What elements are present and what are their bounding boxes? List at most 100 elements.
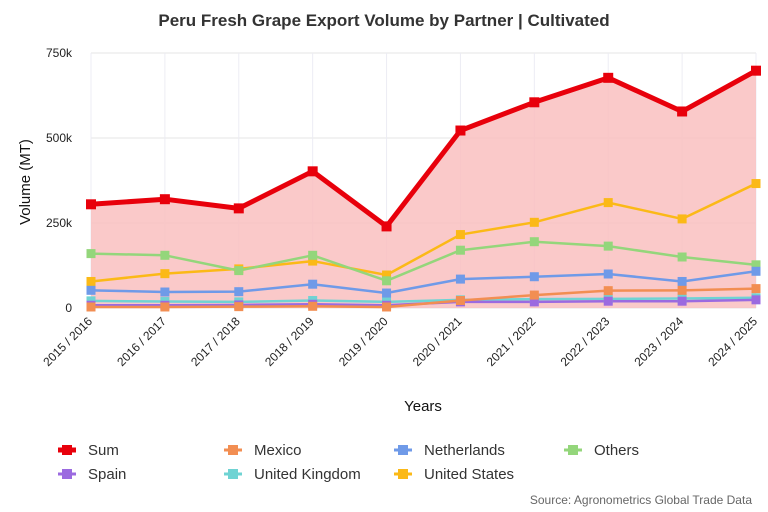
series-line-united-states xyxy=(90,182,757,283)
data-point-sum[interactable] xyxy=(455,125,466,136)
x-tick-label: 2023 / 2024 xyxy=(631,314,686,369)
legend-label: Netherlands xyxy=(424,442,505,459)
data-point-united-states[interactable] xyxy=(455,230,465,240)
legend-item-spain[interactable]: Spain xyxy=(58,466,126,483)
x-axis-ticks: 2015 / 2016 2016 / 2017 2017 / 2018 2018 / … xyxy=(40,314,760,369)
y-axis-ticks: 0 250k 500k 750k xyxy=(46,46,73,315)
data-point-mexico[interactable] xyxy=(160,302,170,312)
data-point-netherlands[interactable] xyxy=(160,287,170,297)
data-point-netherlands[interactable] xyxy=(308,279,318,289)
x-tick-label: 2022 / 2023 xyxy=(558,314,613,369)
data-point-united-states[interactable] xyxy=(308,256,318,266)
legend-label: Mexico xyxy=(254,442,302,459)
data-point-sum[interactable] xyxy=(677,106,688,117)
data-point-others[interactable] xyxy=(677,252,687,262)
legend-item-netherlands[interactable]: Netherlands xyxy=(394,442,505,459)
data-point-mexico[interactable] xyxy=(234,302,244,312)
data-point-netherlands[interactable] xyxy=(234,287,244,297)
data-point-mexico[interactable] xyxy=(677,285,687,295)
data-point-spain[interactable] xyxy=(751,295,761,305)
data-point-sum[interactable] xyxy=(159,194,170,205)
y-tick-label: 750k xyxy=(46,46,73,60)
x-tick-label: 2019 / 2020 xyxy=(336,314,391,369)
legend-item-united-states[interactable]: United States xyxy=(394,466,514,483)
data-point-united-states[interactable] xyxy=(86,276,96,286)
legend-marker xyxy=(398,469,408,479)
data-point-united-states[interactable] xyxy=(529,217,539,227)
data-point-netherlands[interactable] xyxy=(603,269,613,279)
x-tick-label: 2016 / 2017 xyxy=(114,314,169,369)
data-point-mexico[interactable] xyxy=(382,302,392,312)
data-point-others[interactable] xyxy=(529,237,539,247)
legend-label: United States xyxy=(424,466,514,483)
legend-label: Sum xyxy=(88,442,119,459)
series-line-netherlands xyxy=(90,270,757,295)
legend-item-mexico[interactable]: Mexico xyxy=(224,442,302,459)
data-point-spain[interactable] xyxy=(603,296,613,306)
legend-label: United Kingdom xyxy=(254,466,361,483)
series-line-others xyxy=(90,240,757,283)
x-tick-label: 2020 / 2021 xyxy=(410,314,465,369)
data-point-mexico[interactable] xyxy=(529,290,539,300)
y-tick-label: 500k xyxy=(46,131,73,145)
legend-marker xyxy=(62,445,72,455)
series-line-sum xyxy=(90,68,758,229)
data-point-sum[interactable] xyxy=(603,72,614,83)
data-point-netherlands[interactable] xyxy=(751,266,761,276)
data-point-united-states[interactable] xyxy=(677,214,687,224)
legend-label: Others xyxy=(594,442,639,459)
data-point-netherlands[interactable] xyxy=(529,272,539,282)
data-point-others[interactable] xyxy=(455,245,465,255)
x-tick-label: 2018 / 2019 xyxy=(262,314,317,369)
legend-marker xyxy=(228,445,238,455)
data-point-sum[interactable] xyxy=(86,199,96,210)
data-point-sum[interactable] xyxy=(529,97,540,108)
data-point-mexico[interactable] xyxy=(603,286,613,296)
data-point-netherlands[interactable] xyxy=(382,288,392,298)
legend-item-united-kingdom[interactable]: United Kingdom xyxy=(224,466,361,483)
data-point-spain[interactable] xyxy=(677,296,687,306)
legend-marker xyxy=(228,469,238,479)
x-tick-label: 2021 / 2022 xyxy=(484,314,539,369)
y-tick-label: 250k xyxy=(46,216,73,230)
legend-marker xyxy=(398,445,408,455)
data-point-sum[interactable] xyxy=(751,65,761,76)
legend-item-others[interactable]: Others xyxy=(564,442,639,459)
legend: Sum Mexico Netherlands Others Spain United Ki… xyxy=(58,442,639,483)
series-line-mexico xyxy=(91,287,757,309)
data-point-united-states[interactable] xyxy=(603,198,613,208)
data-point-mexico[interactable] xyxy=(751,284,761,294)
data-point-sum[interactable] xyxy=(381,221,392,232)
data-point-others[interactable] xyxy=(86,249,96,259)
legend-item-sum[interactable]: Sum xyxy=(58,442,119,459)
legend-marker xyxy=(568,445,578,455)
data-point-united-states[interactable] xyxy=(751,179,761,189)
data-point-others[interactable] xyxy=(308,250,318,260)
area-layer xyxy=(91,70,756,309)
data-point-mexico[interactable] xyxy=(455,296,465,306)
data-point-mexico[interactable] xyxy=(86,302,96,312)
data-point-united-states[interactable] xyxy=(382,270,392,280)
data-point-sum[interactable] xyxy=(233,203,244,214)
series-points xyxy=(86,65,761,312)
legend-label: Spain xyxy=(88,466,126,483)
data-point-mexico[interactable] xyxy=(308,301,318,311)
x-axis-title: Years xyxy=(404,398,442,415)
data-point-netherlands[interactable] xyxy=(677,276,687,286)
data-point-others[interactable] xyxy=(234,266,244,276)
data-point-united-states[interactable] xyxy=(160,269,170,279)
y-tick-label: 0 xyxy=(65,301,72,315)
data-point-others[interactable] xyxy=(160,250,170,260)
data-point-sum[interactable] xyxy=(307,166,318,177)
x-tick-label: 2015 / 2016 xyxy=(40,314,95,369)
data-point-netherlands[interactable] xyxy=(455,274,465,284)
data-point-others[interactable] xyxy=(382,276,392,286)
data-point-others[interactable] xyxy=(751,260,761,270)
data-point-netherlands[interactable] xyxy=(86,285,96,295)
area-sum xyxy=(91,70,756,309)
data-point-others[interactable] xyxy=(603,241,613,251)
x-tick-label: 2017 / 2018 xyxy=(188,314,243,369)
data-point-spain[interactable] xyxy=(529,297,539,307)
chart-title: Peru Fresh Grape Export Volume by Partne… xyxy=(158,11,609,30)
